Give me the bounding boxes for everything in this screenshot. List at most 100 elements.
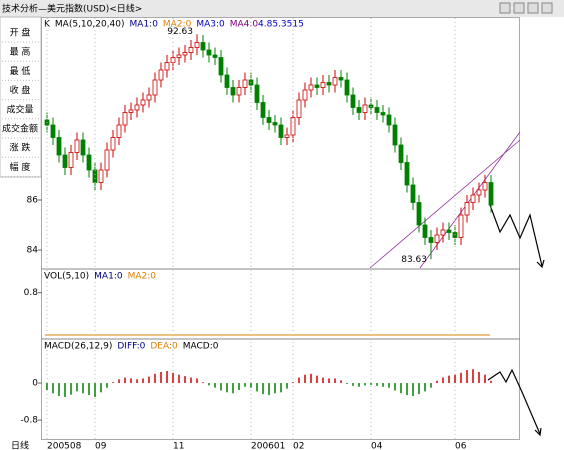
legend-text: MACD:0	[183, 342, 219, 352]
y-tick-label: 0	[32, 379, 38, 389]
toolbar-icons[interactable]	[499, 2, 553, 14]
candle-body	[266, 117, 272, 123]
side-label: 最 高	[10, 46, 31, 58]
candle-body	[62, 154, 68, 168]
candle-body	[260, 102, 266, 118]
y-tick-label: 0.8	[24, 288, 39, 298]
candle-body	[344, 79, 350, 96]
candle-body	[308, 84, 314, 91]
legend-text: K	[44, 20, 51, 30]
legend-text: MACD(26,12,9)	[44, 342, 112, 352]
candle-body	[116, 124, 122, 138]
price-annotation: 83.63	[401, 255, 427, 265]
channel-line	[369, 139, 521, 269]
candle-body	[422, 224, 428, 238]
candle-body	[158, 69, 164, 81]
x-tick-label: 200601	[251, 442, 285, 450]
candle-body	[470, 194, 476, 203]
icon[interactable]	[527, 2, 539, 14]
candle-body	[296, 99, 302, 118]
x-tick-label: 02	[293, 442, 304, 450]
candle-body	[416, 202, 422, 226]
candle-body	[404, 162, 410, 186]
candle-body	[230, 87, 236, 96]
plot-frame	[41, 17, 520, 440]
y-tick-label: 84	[27, 246, 39, 256]
candle-body	[410, 184, 416, 203]
side-label: 成交量	[6, 103, 33, 115]
candle-body	[140, 99, 146, 106]
candle-body	[152, 79, 158, 96]
candle-body	[386, 114, 392, 126]
candle-body	[254, 84, 260, 103]
candle-body	[218, 57, 224, 76]
candle-body	[206, 49, 212, 56]
candle-body	[272, 122, 278, 126]
candle-body	[320, 82, 326, 88]
x-tick-label: 11	[173, 442, 184, 450]
side-label: 最 低	[10, 65, 31, 77]
side-panel	[0, 16, 42, 178]
legend-text: DEA:0	[150, 342, 178, 352]
candle-body	[110, 137, 116, 151]
side-label: 幅 度	[10, 161, 31, 173]
candle-body	[350, 94, 356, 108]
legend-text: MA1:0	[94, 272, 123, 282]
legend-text: MA1:0	[130, 20, 159, 30]
legend-text: MA(5,10,20,40)	[55, 20, 125, 30]
price-annotation: 92.63	[167, 27, 193, 37]
candle-body	[56, 137, 62, 156]
candle-body	[332, 77, 338, 86]
forecast-arrow	[487, 368, 541, 435]
candle-body	[458, 214, 464, 238]
candle-body	[434, 234, 440, 243]
candle-body	[98, 169, 104, 183]
side-label: 成交金额	[2, 123, 38, 135]
candle-body	[488, 182, 494, 206]
candle-body	[80, 139, 86, 156]
candle-body	[224, 74, 230, 88]
icon[interactable]	[513, 2, 525, 14]
candle-body	[194, 42, 200, 48]
candle-body	[398, 144, 404, 163]
arrow-head	[536, 259, 545, 269]
candle-body	[50, 124, 56, 138]
legend-text: DIFF:0	[117, 342, 145, 352]
icon[interactable]	[541, 2, 553, 14]
title-bar	[0, 0, 564, 17]
candle-body	[134, 104, 140, 111]
candle-body	[122, 112, 128, 126]
candle-body	[164, 62, 170, 71]
candle-body	[236, 87, 242, 96]
candle-body	[326, 82, 332, 86]
legend-text: MA2:0	[163, 20, 192, 30]
legend-text: MA4:0	[230, 20, 259, 30]
arrow-head	[534, 427, 542, 437]
candle-body	[302, 89, 308, 101]
side-label: 开 盘	[10, 27, 31, 39]
window-title: 技术分析—美元指数(USD)<日线>	[2, 3, 142, 15]
icon[interactable]	[499, 2, 511, 14]
candle-body	[242, 79, 248, 88]
candle-body	[104, 149, 110, 171]
candle-body	[392, 124, 398, 146]
candle-body	[74, 139, 80, 153]
legend-text: MA3:0	[196, 20, 225, 30]
legend-text: MA2:0	[128, 272, 157, 282]
candle-body	[212, 54, 218, 58]
y-tick-label: -0.8	[20, 416, 38, 426]
candle-body	[188, 47, 194, 53]
candle-body	[356, 107, 362, 113]
candle-body	[440, 229, 446, 236]
candle-body	[464, 202, 470, 216]
side-label: 收 盘	[10, 84, 31, 96]
candle-body	[176, 54, 182, 58]
x-tick-label: 06	[455, 442, 467, 450]
candle-body	[146, 94, 152, 101]
candle-body	[428, 237, 434, 243]
forecast-arrow	[489, 204, 543, 267]
candle-body	[284, 134, 290, 138]
candle-body	[476, 189, 482, 196]
candle-body	[86, 154, 92, 171]
